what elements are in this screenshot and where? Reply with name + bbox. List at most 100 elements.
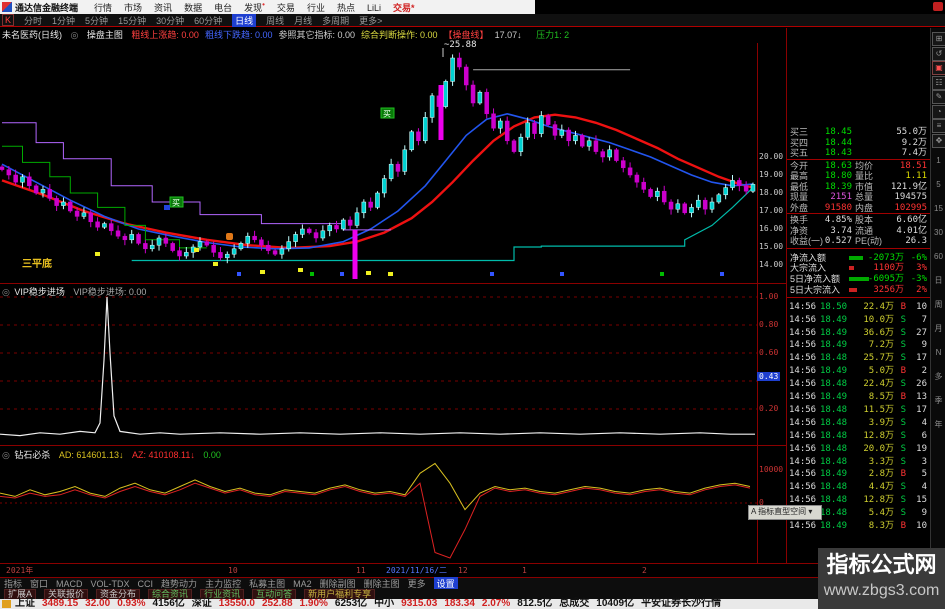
status-item[interactable]: 中小 [374,598,395,609]
status-grid-icon[interactable] [2,600,11,608]
menu-item[interactable]: 发现 [244,3,265,13]
vip-indicator-chart[interactable] [0,296,757,443]
status-item[interactable]: 10409亿 [596,598,635,609]
status-item[interactable]: 1.90% [299,598,328,609]
status-item[interactable]: 6253亿 [334,598,368,609]
trade-volume: 2.8万 [868,469,894,480]
strip-tool-icon[interactable]: ◔ [932,104,945,119]
ad-indicator-name[interactable]: 钻石必杀 [14,450,51,460]
trade-side: S [900,482,906,493]
trade-count: 9 [921,508,927,519]
period-item[interactable]: 60分钟 [194,15,223,26]
ad-indicator-chart[interactable] [0,458,757,563]
indicator-tab[interactable]: 窗口 [30,579,49,589]
strip-period-button[interactable]: 多 [934,372,943,381]
menu-item[interactable]: LiLi [366,3,381,13]
strip-tool-icon[interactable]: ⊞ [932,32,945,46]
indicator-tab[interactable]: 删除主图 [363,579,400,589]
menu-item[interactable]: 数据 [184,3,203,13]
bid-level-row[interactable]: 买四 18.44 9.2万 [787,138,930,149]
indicator-tab[interactable]: 删除副图 [319,579,356,589]
trade-side: S [900,404,906,415]
status-item[interactable]: 9315.03 [401,598,438,609]
menu-item[interactable]: 资讯 [154,3,173,13]
strip-tool-icon[interactable]: ☷ [932,75,945,90]
status-item[interactable]: 3489.15 [42,598,79,609]
strip-period-button[interactable]: 季 [934,396,943,405]
bid-level-row[interactable]: 买五 18.43 7.4万 [787,148,930,159]
period-item[interactable]: 多周期 [322,15,350,26]
period-item[interactable]: 15分钟 [118,15,147,26]
menu-item-trade-red[interactable]: 交易* [392,2,415,13]
strip-tool-icon[interactable]: ✎ [932,90,945,104]
strip-period-button[interactable]: 1 [936,156,941,165]
trade-count: 5 [921,469,927,480]
status-item[interactable]: 0.93% [117,598,146,609]
status-item[interactable]: 812.5亿 [517,598,553,609]
indicator-tab[interactable]: 更多 [407,579,426,589]
period-item[interactable]: 分时 [24,15,43,26]
status-item[interactable]: 平安证券长沙行情 [641,598,722,609]
indicator-tab[interactable]: MA2 [293,578,312,589]
strip-tool-icon[interactable]: ≡ [932,119,945,133]
period-item[interactable]: 周线 [266,15,285,26]
strip-tool-icon[interactable]: ↺ [932,46,945,61]
strip-period-button[interactable]: 日 [934,276,943,285]
indicator-popup[interactable]: A 指标直型空间 ▾ [748,505,822,520]
strip-tool-icon[interactable]: ✥ [932,133,945,148]
menu-item[interactable]: 交易 [276,3,295,13]
menu-item[interactable]: 行情 [94,3,113,13]
strip-tool-icon[interactable]: ▣ [932,61,945,75]
period-item[interactable]: 月线 [294,15,313,26]
indicator-tab[interactable]: 主力监控 [205,579,242,589]
status-item[interactable]: 深证 [191,598,212,609]
indicator-tab[interactable]: MACD [56,578,83,589]
indicator-tab[interactable]: 设置 [433,577,458,590]
status-item[interactable]: 252.88 [261,598,293,609]
status-item[interactable]: 4156亿 [152,598,185,609]
status-item[interactable]: 32.00 [85,598,111,609]
status-item[interactable]: 13550.0 [218,598,255,609]
menu-item[interactable]: 电台 [214,3,233,13]
strip-period-button[interactable]: 月 [934,324,943,333]
quote-panel[interactable]: 买三 18.45 55.0万 买四 18.44 9.2万 买五 18.43 7.4万 今开 18.6… [787,28,930,548]
indicator-tab[interactable]: 指标 [4,579,23,589]
menu-item[interactable]: 市场 [124,3,143,13]
status-item[interactable]: 183.34 [444,598,475,609]
period-item[interactable]: 更多> [359,15,383,26]
candle-body [586,140,592,147]
candle-body [266,244,271,251]
strip-period-button[interactable]: 60 [934,252,943,261]
indicator-tab[interactable]: 私募主图 [249,579,286,589]
menu-item[interactable]: 热点 [336,3,355,13]
main-candlestick-chart[interactable]: 买买 [0,43,757,281]
menu-item[interactable]: 行业 [306,3,325,13]
period-item[interactable]: 日线 [232,13,257,27]
indicator-tab[interactable]: 趋势动力 [161,579,198,589]
top-right-red-icon[interactable] [933,2,943,11]
kline-icon[interactable]: K [2,14,15,26]
bid-level-row[interactable]: 买三 18.45 55.0万 [787,127,930,138]
strip-period-button[interactable]: 5 [936,180,941,189]
period-item[interactable]: 30分钟 [156,15,185,26]
strip-period-button[interactable]: 30 [934,228,943,237]
indicator-tab[interactable]: CCI [137,578,154,589]
symbol-name[interactable]: 未名医药(日线) [2,30,62,40]
stat-label: 换手 [790,215,809,225]
vip-indicator-name[interactable]: VIP稳步进场 [14,287,65,297]
indicator-tab[interactable]: VOL-TDX [90,578,130,589]
main-indicator-name[interactable]: 操盘主图 [86,30,123,40]
candle-body [61,201,66,206]
status-item[interactable]: 上证 [15,598,35,609]
strip-period-button[interactable]: N [935,348,942,357]
stat-value: 4.85% [824,215,852,225]
strip-period-button[interactable]: 15 [934,204,943,213]
signal-marker-yellow [260,270,265,274]
strip-period-button[interactable]: 周 [934,300,943,309]
strip-period-button[interactable]: 年 [934,420,943,429]
period-item[interactable]: 1分钟 [52,15,76,26]
status-item[interactable]: 2.07% [481,598,511,609]
status-item[interactable]: 总成交 [559,598,590,609]
period-item[interactable]: 5分钟 [85,15,109,26]
trade-price: 18.48 [820,353,848,364]
